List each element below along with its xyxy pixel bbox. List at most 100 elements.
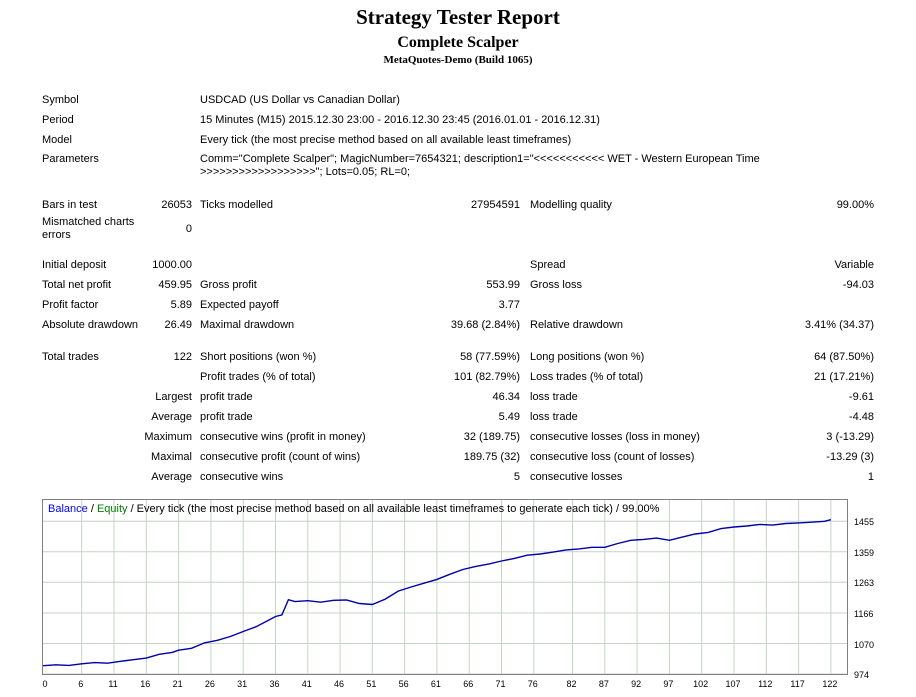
report-row: Mismatched charts errors 0 (42, 215, 874, 243)
report-value: 1 (867, 470, 874, 483)
x-axis-label: 87 (598, 679, 609, 689)
report-cell-wide: Comm="Complete Scalper"; MagicNumber=765… (192, 153, 874, 179)
x-axis-label: 107 (725, 679, 741, 689)
x-axis-label: 46 (334, 679, 345, 689)
report-label: profit trade (200, 390, 253, 403)
x-axis-label: 122 (822, 679, 838, 689)
report-value: 39.68 (2.84%) (450, 318, 520, 331)
report-label: Model (42, 133, 72, 146)
report-row: Absolute drawdown 26.49 Maximal drawdown 39… (42, 315, 874, 335)
report-row: Parameters Comm="Complete Scalper"; Magic… (42, 150, 874, 183)
report-cell: consecutive wins 5 (192, 471, 520, 484)
report-row: Initial deposit 1000.00 Spread Variable (42, 255, 874, 275)
report-cell: Profit trades (% of total) 101 (82.79%) (192, 371, 520, 384)
report-cell: loss trade -4.48 (520, 411, 874, 424)
report-cell-wide: USDCAD (US Dollar vs Canadian Dollar) (192, 94, 874, 107)
report-value: 21 (17.21%) (814, 370, 874, 383)
x-axis-label: 26 (204, 679, 215, 689)
report-row: Profit trades (% of total) 101 (82.79%) Lo… (42, 367, 874, 387)
report-row: Model Every tick (the most precise method… (42, 130, 874, 150)
balance-curve (43, 519, 832, 667)
report-section: Total trades 122 Short positions (won %) 58… (42, 347, 874, 487)
x-axis-label: 0 (42, 679, 48, 689)
report-value: 64 (87.50%) (814, 350, 874, 363)
chart-grid (43, 500, 847, 674)
report-value: 3.77 (498, 298, 520, 311)
report-value: 3.41% (34.37) (804, 318, 874, 331)
report-row: Period 15 Minutes (M15) 2015.12.30 23:00 … (42, 110, 874, 130)
report-cell: Maximal drawdown 39.68 (2.84%) (192, 319, 520, 332)
report-cell: Initial deposit 1000.00 (42, 259, 192, 272)
y-axis-label: 1263 (854, 578, 875, 589)
x-axis-label: 6 (78, 679, 84, 689)
report-value: 26053 (161, 198, 192, 211)
report-value: -9.61 (848, 390, 874, 403)
report-label: loss trade (530, 410, 578, 423)
y-axis-label: 1359 (854, 547, 875, 558)
report-label: consecutive profit (count of wins) (200, 450, 361, 463)
report-cell: profit trade 5.49 (192, 411, 520, 424)
x-axis-label: 76 (527, 679, 538, 689)
report-value: 58 (77.59%) (460, 350, 520, 363)
report-row: Average profit trade 5.49 loss trade -4.48 (42, 407, 874, 427)
report-value: 27954591 (471, 198, 520, 211)
report-cell: Long positions (won %) 64 (87.50%) (520, 351, 874, 364)
report-cell: Model (42, 134, 192, 147)
report-cell: profit trade 46.34 (192, 391, 520, 404)
x-axis-label: 112 (758, 679, 773, 689)
report-value: 46.34 (492, 390, 520, 403)
x-axis-label: 97 (663, 679, 674, 689)
report-label: Total trades (42, 350, 99, 363)
report-value: USDCAD (US Dollar vs Canadian Dollar) (200, 93, 400, 106)
report-cell: consecutive loss (count of losses) -13.29… (520, 451, 874, 464)
report-value: Maximal (151, 450, 192, 463)
x-axis-label: 16 (140, 679, 151, 689)
report-label: Loss trades (% of total) (530, 370, 644, 383)
x-axis-label: 66 (463, 679, 474, 689)
report-cell-wide: Every tick (the most precise method base… (192, 134, 874, 147)
report-value: 5 (513, 470, 520, 483)
report-cell: loss trade -9.61 (520, 391, 874, 404)
report-cell: Average (42, 471, 192, 484)
x-axis-label: 82 (566, 679, 577, 689)
report-label: Expected payoff (200, 298, 279, 311)
report-row: Bars in test 26053 Ticks modelled 27954591 M… (42, 195, 874, 215)
report-value: -13.29 (3) (826, 450, 874, 463)
report-value: 101 (82.79%) (453, 370, 520, 383)
report-value: -94.03 (842, 278, 874, 291)
report-value: 122 (173, 350, 192, 363)
report-value: >>>>>>>>>>>>>>>>>>"; Lots=0.05; RL=0; (200, 166, 411, 178)
report-cell: Profit factor 5.89 (42, 299, 192, 312)
x-axis-label: 61 (430, 679, 441, 689)
report-label: consecutive losses (530, 470, 623, 483)
report-value: 26.49 (164, 318, 192, 331)
report-cell: Maximum (42, 431, 192, 444)
report-cell: Parameters (42, 153, 192, 166)
report-server: MetaQuotes-Demo (Build 1065) (383, 54, 533, 66)
report-cell: consecutive losses 1 (520, 471, 874, 484)
report-cell: Modelling quality 99.00% (520, 199, 874, 212)
report-cell: Total trades 122 (42, 351, 192, 364)
report-table: Symbol USDCAD (US Dollar vs Canadian Doll… (42, 90, 874, 487)
report-row: Symbol USDCAD (US Dollar vs Canadian Doll… (42, 90, 874, 110)
report-value: 15 Minutes (M15) 2015.12.30 23:00 - 2016… (200, 113, 600, 126)
report-cell: Symbol (42, 94, 192, 107)
report-cell: consecutive losses (loss in money) 3 (-13… (520, 431, 874, 444)
report-header: Strategy Tester Report Complete Scalper … (0, 0, 916, 68)
report-label: profit trade (200, 410, 253, 423)
legend-description: / Every tick (the most precise method ba… (127, 503, 660, 515)
report-value: 99.00% (836, 198, 874, 211)
x-axis-label: 36 (269, 679, 280, 689)
report-label: Gross profit (200, 278, 257, 291)
report-subtitle: Complete Scalper (397, 34, 519, 51)
report-title: Strategy Tester Report (356, 5, 560, 29)
report-cell: Short positions (won %) 58 (77.59%) (192, 351, 520, 364)
report-label: Long positions (won %) (530, 350, 645, 363)
report-cell: Mismatched charts errors 0 (42, 216, 192, 242)
report-cell: Spread Variable (520, 259, 874, 272)
report-value: -4.48 (848, 410, 874, 423)
report-section: Bars in test 26053 Ticks modelled 27954591 M… (42, 195, 874, 243)
report-cell: Gross profit 553.99 (192, 279, 520, 292)
report-value: 32 (189.75) (463, 430, 520, 443)
report-cell: Ticks modelled 27954591 (192, 199, 520, 212)
